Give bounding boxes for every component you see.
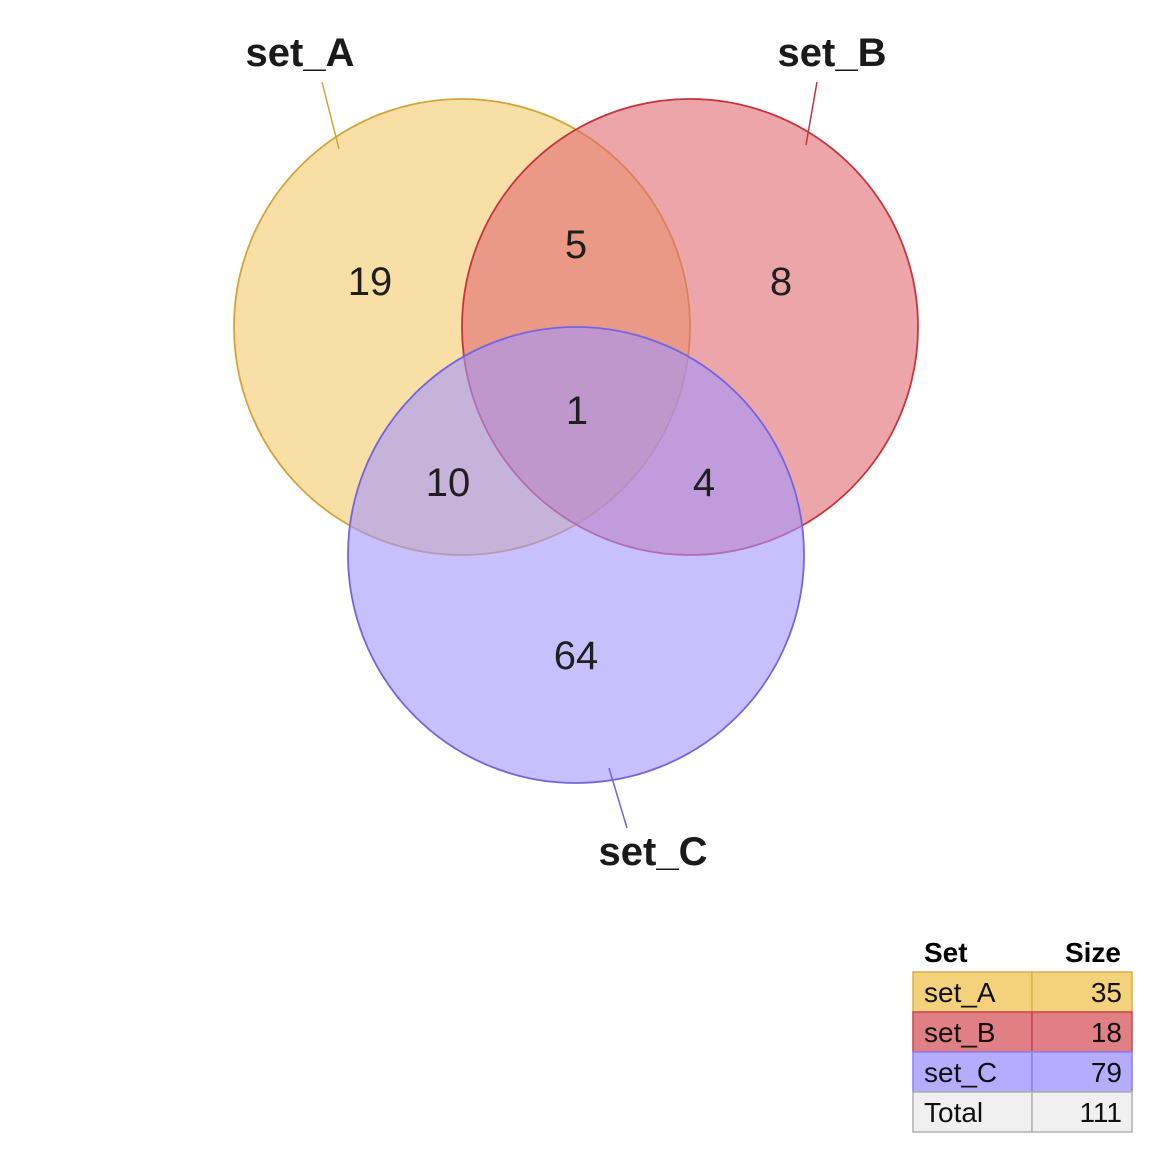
- region-abc: 1: [566, 389, 588, 433]
- table-row-total-name-cell: [912, 1091, 1033, 1133]
- table-row-set-c-size: 79: [1091, 1057, 1122, 1088]
- circle-set-c: [347, 326, 805, 784]
- region-ab: 5: [565, 223, 587, 267]
- table-row-set-a-name-cell: [912, 971, 1033, 1013]
- region-c-only: 64: [554, 634, 599, 678]
- size-table: Set Size set_A 35 set_B 18 set_C 79 Tota…: [912, 937, 1133, 1133]
- table-row-set-a-size-cell: [1031, 971, 1133, 1013]
- region-bc: 4: [693, 461, 715, 505]
- table-row-set-a-size: 35: [1091, 977, 1122, 1008]
- table-row-total-size: 111: [1079, 1097, 1122, 1128]
- table-row-set-c-name: set_C: [924, 1057, 997, 1088]
- region-ac: 10: [426, 461, 471, 505]
- region-a-only: 19: [348, 260, 393, 304]
- set-label-b: set_B: [778, 31, 887, 75]
- table-row-set-b-size: 18: [1091, 1017, 1122, 1048]
- table-row-total-name: Total: [924, 1097, 983, 1128]
- leader-line-set-b: [805, 81, 818, 146]
- table-row-set-b-name: set_B: [924, 1017, 996, 1048]
- leader-line-set-a: [321, 81, 340, 150]
- table-row-set-a-name: set_A: [924, 977, 996, 1008]
- set-label-a: set_A: [246, 31, 355, 75]
- table-header-size: Size: [1065, 937, 1121, 968]
- set-label-c: set_C: [599, 830, 708, 874]
- table-row-total-size-cell: [1031, 1091, 1133, 1133]
- table-header-set: Set: [924, 937, 968, 968]
- table-row-set-b-size-cell: [1031, 1011, 1133, 1053]
- leader-line-set-c: [608, 767, 628, 829]
- region-b-only: 8: [770, 260, 792, 304]
- table-row-set-c-size-cell: [1031, 1051, 1133, 1093]
- table-row-set-c-name-cell: [912, 1051, 1033, 1093]
